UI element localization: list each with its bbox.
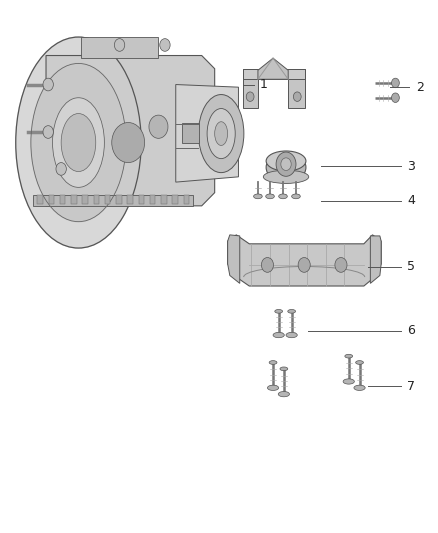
Ellipse shape [288, 310, 296, 313]
Text: 3: 3 [407, 160, 415, 173]
Ellipse shape [254, 194, 262, 199]
Ellipse shape [268, 385, 279, 391]
Polygon shape [228, 235, 240, 284]
Polygon shape [116, 195, 122, 204]
Text: 1: 1 [260, 78, 268, 91]
Ellipse shape [215, 122, 228, 146]
Polygon shape [172, 195, 178, 204]
Ellipse shape [263, 170, 309, 183]
Circle shape [281, 158, 291, 171]
Polygon shape [105, 195, 110, 204]
Ellipse shape [273, 333, 284, 338]
Polygon shape [60, 195, 66, 204]
Circle shape [160, 39, 170, 51]
Ellipse shape [198, 94, 244, 173]
Ellipse shape [53, 98, 104, 188]
Polygon shape [371, 236, 381, 284]
Circle shape [43, 126, 53, 139]
Ellipse shape [31, 63, 126, 222]
Circle shape [149, 115, 168, 139]
Circle shape [392, 78, 399, 88]
Ellipse shape [266, 151, 306, 171]
Ellipse shape [266, 152, 306, 183]
Polygon shape [150, 195, 155, 204]
Circle shape [276, 152, 296, 176]
Polygon shape [94, 195, 99, 204]
Polygon shape [161, 195, 167, 204]
Polygon shape [258, 58, 288, 79]
Ellipse shape [345, 354, 353, 358]
Ellipse shape [286, 333, 297, 338]
Ellipse shape [280, 367, 288, 370]
Ellipse shape [354, 385, 365, 391]
Circle shape [298, 257, 310, 272]
FancyBboxPatch shape [182, 123, 199, 142]
Ellipse shape [292, 194, 300, 199]
Circle shape [56, 163, 66, 175]
Polygon shape [71, 195, 77, 204]
Polygon shape [33, 195, 193, 206]
Polygon shape [243, 69, 305, 79]
Text: 5: 5 [407, 260, 415, 273]
Polygon shape [127, 195, 133, 204]
Polygon shape [288, 69, 305, 108]
Circle shape [335, 257, 347, 272]
Circle shape [112, 123, 145, 163]
Ellipse shape [278, 392, 290, 397]
Ellipse shape [275, 310, 283, 313]
Ellipse shape [269, 361, 277, 365]
Circle shape [246, 92, 254, 101]
Polygon shape [228, 235, 381, 286]
Circle shape [293, 92, 301, 101]
Text: 4: 4 [407, 194, 415, 207]
Ellipse shape [356, 361, 364, 365]
Polygon shape [37, 195, 43, 204]
Ellipse shape [61, 114, 96, 172]
Ellipse shape [207, 109, 235, 159]
Polygon shape [49, 195, 54, 204]
Polygon shape [176, 85, 238, 182]
Circle shape [392, 93, 399, 102]
Circle shape [114, 39, 125, 51]
Polygon shape [46, 55, 215, 206]
Circle shape [261, 257, 273, 272]
Polygon shape [184, 195, 189, 204]
Polygon shape [82, 195, 88, 204]
Polygon shape [243, 69, 258, 108]
Polygon shape [81, 37, 159, 58]
Ellipse shape [16, 37, 141, 248]
Text: 2: 2 [416, 80, 424, 94]
Ellipse shape [343, 379, 354, 384]
Ellipse shape [279, 194, 287, 199]
Polygon shape [138, 195, 144, 204]
Circle shape [43, 78, 53, 91]
Text: 6: 6 [407, 325, 415, 337]
Text: 7: 7 [407, 379, 415, 393]
Ellipse shape [266, 194, 274, 199]
